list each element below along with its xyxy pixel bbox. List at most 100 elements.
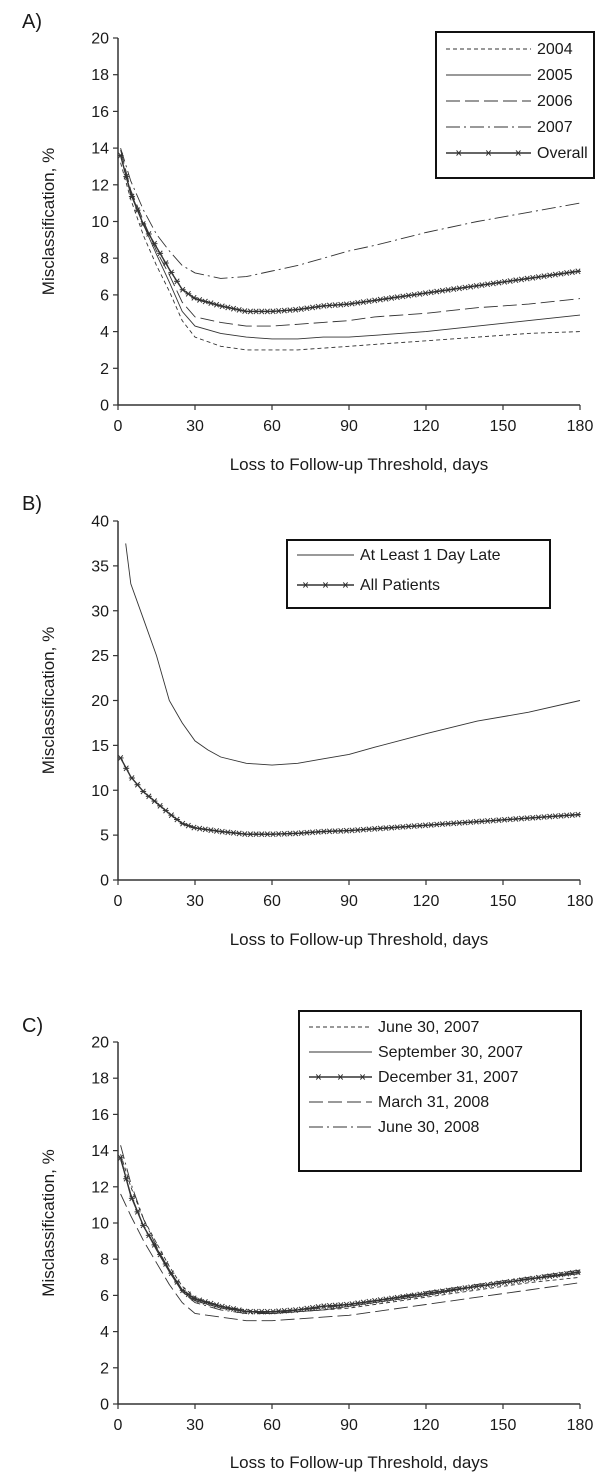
y-tick-label: 10 <box>91 214 109 231</box>
series-marker <box>202 1298 209 1305</box>
y-tick-label: 0 <box>100 398 109 415</box>
legend-marker <box>359 1074 366 1080</box>
series-marker <box>343 827 350 834</box>
x-tick-label: 150 <box>490 418 517 435</box>
series-marker <box>123 765 130 772</box>
series-marker <box>512 277 519 284</box>
series-marker <box>207 827 214 834</box>
panel-b: B) 0 5 10 15 20 25 30 35 40 0 30 60 90 120 150 180 Loss t… <box>22 493 593 949</box>
series-marker <box>320 1303 327 1310</box>
series-marker <box>202 298 209 305</box>
series-marker <box>484 818 491 824</box>
series-marker <box>292 306 299 313</box>
y-tick-label: 12 <box>91 1179 109 1196</box>
series-marker <box>569 812 576 818</box>
y-tick-label: 2 <box>100 361 109 378</box>
y-tick-label: 35 <box>91 558 109 575</box>
y-tick-label: 20 <box>91 1035 109 1052</box>
series-marker <box>558 812 565 819</box>
series-marker <box>326 302 333 309</box>
series-marker <box>140 788 147 795</box>
series-marker <box>123 173 130 180</box>
series-marker <box>354 299 361 306</box>
series-marker <box>286 830 293 837</box>
series-marker <box>179 286 186 293</box>
series-marker <box>157 250 164 257</box>
legend-marker <box>315 1074 322 1080</box>
legend-label: June 30, 2008 <box>378 1119 480 1136</box>
x-axis-label: Loss to Follow-up Threshold, days <box>230 455 489 474</box>
series-marker <box>145 793 152 800</box>
series-marker <box>315 828 322 835</box>
series-line-3 <box>120 1193 581 1322</box>
series-marker <box>185 290 192 297</box>
x-tick-label: 60 <box>263 893 281 910</box>
series-marker <box>546 813 553 820</box>
y-tick-label: 5 <box>100 828 109 845</box>
series-marker <box>422 822 429 829</box>
legend-box <box>298 1010 582 1172</box>
series-marker <box>366 298 373 305</box>
series-marker <box>495 817 502 824</box>
series-marker <box>168 812 175 819</box>
series-marker <box>445 286 452 293</box>
series-marker <box>207 300 214 307</box>
series-marker <box>241 831 248 837</box>
series-marker <box>512 816 519 822</box>
series-marker <box>190 824 197 831</box>
y-tick-label: 16 <box>91 1107 109 1124</box>
y-tick-label: 20 <box>91 31 109 48</box>
y-tick-label: 14 <box>91 1143 109 1160</box>
series-marker <box>292 830 299 837</box>
series-marker <box>202 826 209 833</box>
series-marker <box>281 307 288 314</box>
y-axis-label: Misclassification, % <box>39 148 58 295</box>
legend-label: All Patients <box>360 577 440 594</box>
x-tick-label: 0 <box>114 1417 123 1434</box>
legend-label: 2006 <box>537 93 573 110</box>
x-axis-label: Loss to Follow-up Threshold, days <box>230 930 489 949</box>
series-marker <box>405 823 412 830</box>
series-marker <box>411 291 418 298</box>
series-marker <box>179 1287 186 1294</box>
series-marker <box>253 308 260 315</box>
series-marker <box>382 825 389 831</box>
series-marker <box>157 802 164 809</box>
series-marker <box>507 816 514 823</box>
x-tick-label: 90 <box>340 893 358 910</box>
legend-label: 2004 <box>537 41 573 58</box>
y-tick-label: 14 <box>91 141 109 158</box>
series-marker <box>162 807 169 814</box>
series-marker <box>574 268 581 275</box>
series-marker <box>473 282 480 289</box>
series-marker <box>128 775 135 781</box>
series-marker <box>405 292 412 299</box>
series-marker <box>337 1302 344 1308</box>
panel-label: A) <box>22 11 42 33</box>
x-tick-label: 120 <box>413 1417 440 1434</box>
legend-marker <box>485 150 492 156</box>
series-marker <box>433 821 440 828</box>
series-marker <box>309 304 316 311</box>
x-tick-label: 180 <box>567 893 594 910</box>
series-marker <box>546 272 553 279</box>
series-marker <box>117 152 124 159</box>
legend-label: September 30, 2007 <box>378 1044 523 1061</box>
x-tick-label: 120 <box>413 893 440 910</box>
series-marker <box>179 820 186 827</box>
series-marker <box>309 829 316 836</box>
series-marker <box>174 278 181 285</box>
y-axis-label: Misclassification, % <box>39 1149 58 1296</box>
series-marker <box>140 220 147 227</box>
series-marker <box>270 308 277 315</box>
series-line-2 <box>119 1157 581 1313</box>
series-marker <box>224 304 231 311</box>
series-marker <box>445 820 452 827</box>
panel-a: A) 0 2 4 6 8 10 12 14 16 18 20 0 30 60 90 120 150 180 Loss … <box>22 11 595 474</box>
series-marker <box>213 1302 220 1309</box>
series-marker <box>247 308 254 315</box>
series-marker <box>298 830 305 837</box>
series-marker <box>490 280 497 287</box>
series-marker <box>535 1274 542 1281</box>
y-tick-label: 15 <box>91 738 109 755</box>
